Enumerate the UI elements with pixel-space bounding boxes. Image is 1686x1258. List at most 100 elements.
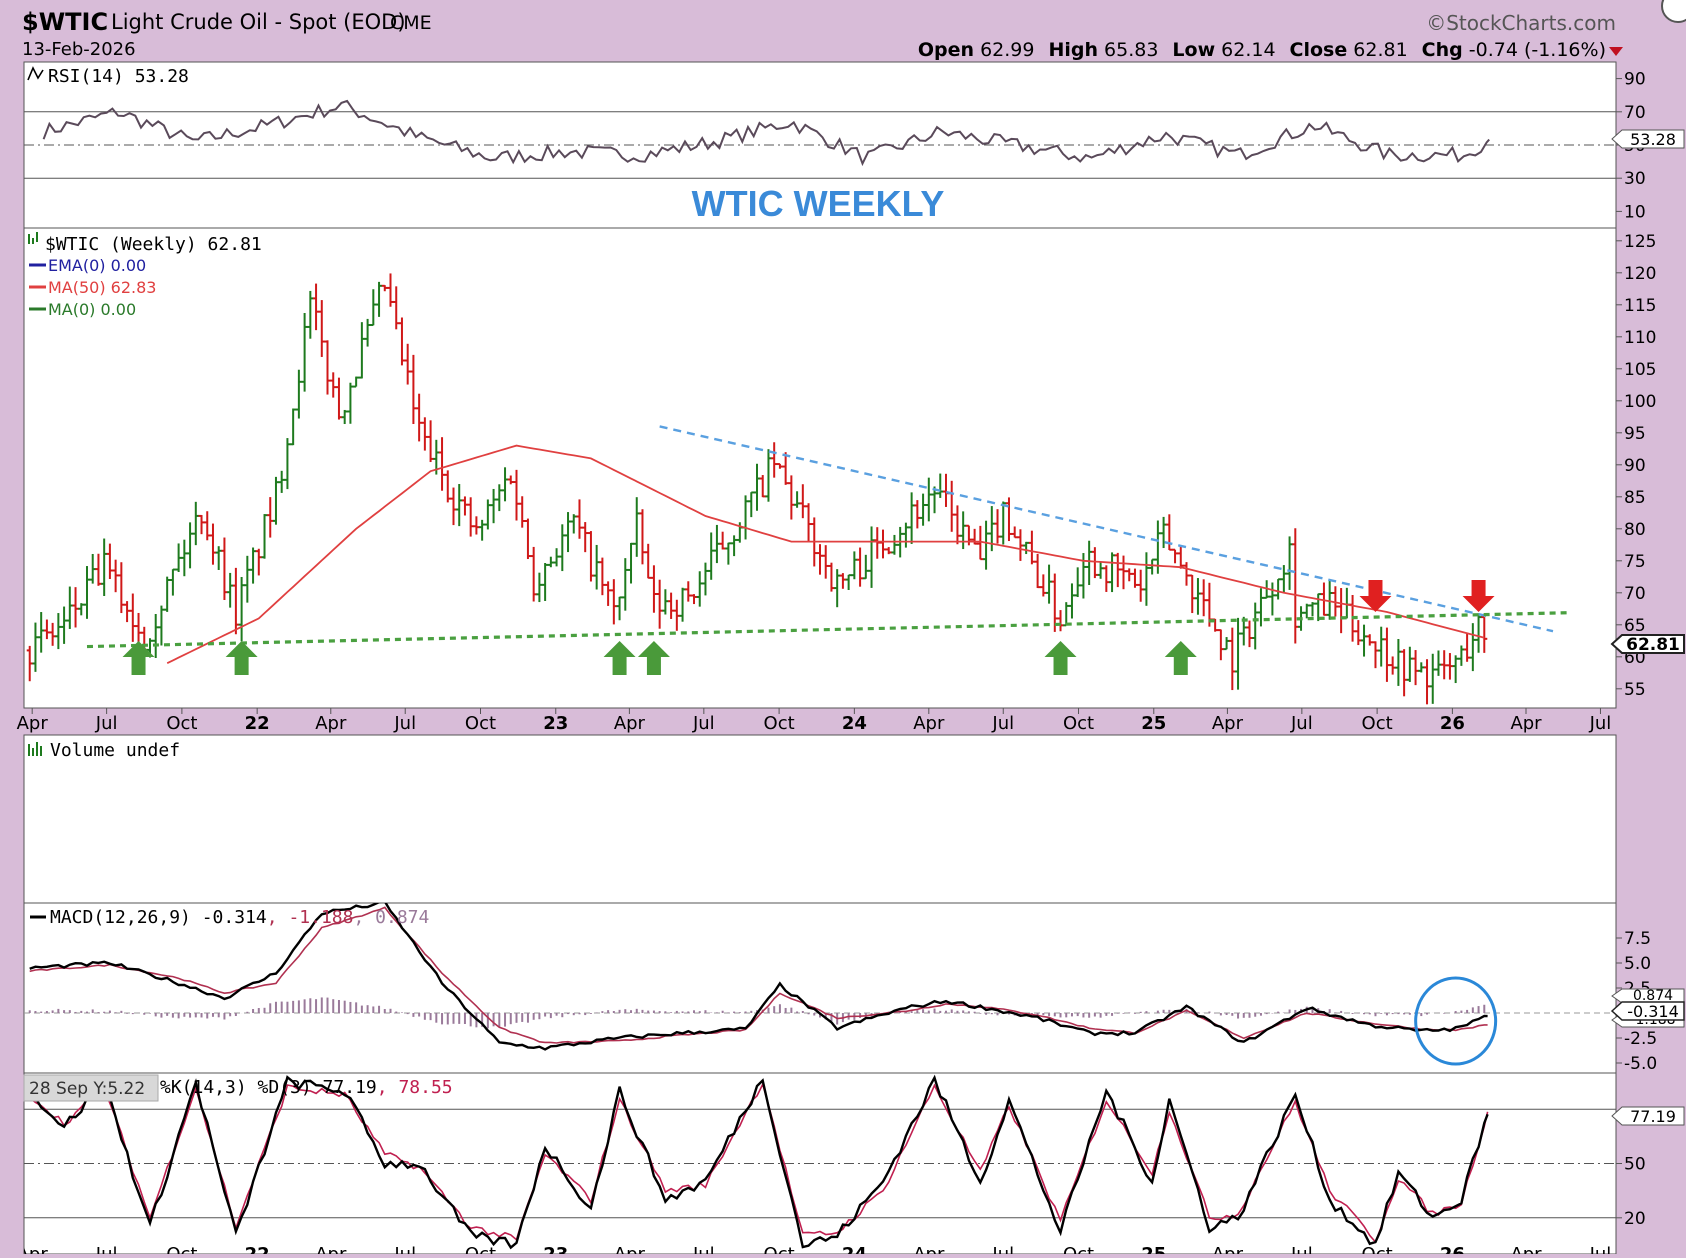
green-up-arrow-icon bbox=[1164, 641, 1197, 675]
stoch-x-tick-label: Jul bbox=[95, 1244, 118, 1254]
stoch-x-tick-label: Apr bbox=[315, 1244, 347, 1254]
ascending-support-line bbox=[86, 611, 1571, 649]
macd-y-tick-label: -2.5 bbox=[1624, 1029, 1657, 1049]
macd-last-value: -0.314 bbox=[1627, 1002, 1679, 1021]
price-y-tick-label: 100 bbox=[1624, 392, 1656, 412]
signal-arrows bbox=[122, 580, 1495, 675]
chg-value: -0.74 (-1.16%) bbox=[1469, 39, 1606, 61]
price-y-tick-label: 80 bbox=[1624, 520, 1646, 540]
stoch-x-tick-label: Jul bbox=[393, 1244, 416, 1254]
price-x-tick-label: Oct bbox=[465, 713, 496, 734]
ohlc-summary: Open 62.99 High 65.83 Low 62.14 Close 62.81 Chg -… bbox=[918, 39, 1606, 61]
price-x-tick-label: 25 bbox=[1141, 713, 1166, 734]
stoch-x-tick-label: 26 bbox=[1440, 1244, 1465, 1254]
chg-label: Chg bbox=[1422, 39, 1463, 61]
ema-legend-label: EMA(0) 0.00 bbox=[48, 256, 146, 275]
macd-line bbox=[29, 903, 1488, 1051]
macd-legend: MACD(12,26,9) -0.314, -1.188, 0.874 bbox=[50, 907, 429, 928]
stoch-legend: %K(14,3) %D(3) 77.19, 78.55 bbox=[160, 1077, 453, 1098]
ma50-legend-label: MA(50) 62.83 bbox=[48, 278, 156, 297]
rsi-last-value-tag: 53.28 bbox=[1611, 129, 1685, 149]
price-x-tick-label: Apr bbox=[1212, 713, 1244, 734]
red-down-arrow-icon bbox=[1359, 580, 1392, 612]
corner-close-icon[interactable] bbox=[1661, 0, 1686, 23]
exchange: CME bbox=[390, 12, 432, 34]
price-y-tick-label: 75 bbox=[1624, 552, 1646, 572]
rsi-last-value: 53.28 bbox=[1630, 130, 1676, 149]
stoch-y-axis: 50 20 bbox=[1616, 1155, 1646, 1229]
stoch-y-tick-label: 20 bbox=[1624, 1209, 1646, 1229]
price-y-tick-label: 65 bbox=[1624, 616, 1646, 636]
stoch-x-tick-label: Jul bbox=[991, 1244, 1014, 1254]
stoch-x-tick-label: Oct bbox=[166, 1244, 197, 1254]
price-x-tick-label: Jul bbox=[991, 713, 1014, 734]
price-y-tick-label: 120 bbox=[1624, 264, 1656, 284]
stoch-x-tick-label: Jul bbox=[1290, 1244, 1313, 1254]
descending-resistance-line bbox=[659, 425, 1554, 633]
rsi-y-tick-label: 30 bbox=[1624, 169, 1646, 189]
rsi-axis: 9070503010 bbox=[1616, 70, 1646, 222]
crosshair-tooltip: 28 Sep Y:5.22 bbox=[23, 1074, 159, 1102]
price-legend: $WTIC (Weekly) 62.81 EMA(0) 0.00 MA(50) … bbox=[28, 232, 262, 319]
price-last-value-tag: 62.81 bbox=[1610, 634, 1685, 655]
open-label: Open bbox=[918, 39, 974, 61]
price-x-tick-label: 24 bbox=[842, 713, 867, 734]
price-y-tick-label: 70 bbox=[1624, 584, 1646, 604]
rsi-y-tick-label: 10 bbox=[1624, 202, 1646, 222]
price-x-tick-label: Apr bbox=[1510, 713, 1542, 734]
stoch-x-tick-label: Apr bbox=[1212, 1244, 1244, 1254]
high-label: High bbox=[1048, 39, 1098, 61]
price-candles bbox=[26, 273, 1488, 705]
green-up-arrow-icon bbox=[637, 641, 670, 675]
macd-y-tick-label: -5.0 bbox=[1624, 1054, 1657, 1074]
rsi-label: RSI(14) 53.28 bbox=[48, 66, 189, 87]
price-x-tick-label: Jul bbox=[393, 713, 416, 734]
stoch-x-tick-label: 24 bbox=[842, 1244, 867, 1254]
open-value: 62.99 bbox=[980, 39, 1034, 61]
stoch-x-tick-label: Jul bbox=[692, 1244, 715, 1254]
price-y-tick-label: 115 bbox=[1624, 296, 1656, 316]
price-y-tick-label: 110 bbox=[1624, 328, 1656, 348]
price-x-tick-label: Apr bbox=[315, 713, 347, 734]
high-value: 65.83 bbox=[1104, 39, 1158, 61]
price-y-tick-label: 85 bbox=[1624, 488, 1646, 508]
price-last-value: 62.81 bbox=[1626, 635, 1680, 655]
macd-signal-label: -1.188 bbox=[288, 907, 353, 928]
ma50-line bbox=[166, 444, 1485, 665]
stoch-x-tick-label: 22 bbox=[245, 1244, 270, 1254]
stoch-x-tick-label: Jul bbox=[1589, 1244, 1612, 1254]
stoch-x-tick-label: Apr bbox=[1510, 1244, 1542, 1254]
price-y-tick-label: 90 bbox=[1624, 456, 1646, 476]
rsi-legend-icon bbox=[27, 66, 44, 81]
stoch-x-tick-label: Apr bbox=[913, 1244, 945, 1254]
rsi-reference-lines bbox=[24, 111, 1616, 179]
price-legend-icon bbox=[28, 232, 38, 244]
stoch-last-value: 77.19 bbox=[1630, 1107, 1676, 1126]
quote-date: 13-Feb-2026 bbox=[22, 39, 136, 60]
macd-panel bbox=[23, 902, 1617, 1074]
instrument-name: Light Crude Oil - Spot (EOD) bbox=[111, 10, 406, 34]
macd-label: MACD(12,26,9) -0.314 bbox=[50, 907, 267, 928]
macd-histogram-label: 0.874 bbox=[375, 907, 429, 928]
price-label: $WTIC (Weekly) 62.81 bbox=[45, 234, 262, 255]
crosshair-label: 28 Sep Y:5.22 bbox=[29, 1079, 145, 1099]
macd-y-axis: 7.55.02.5-2.5-5.0 bbox=[1616, 929, 1657, 1074]
rsi-y-tick-label: 90 bbox=[1624, 70, 1646, 90]
stoch-x-tick-label: Oct bbox=[465, 1244, 496, 1254]
brand-logo: ©StockCharts.com bbox=[1426, 11, 1616, 35]
stoch-last-value-tag: 77.19 bbox=[1611, 1106, 1685, 1126]
price-x-tick-label: Jul bbox=[692, 713, 715, 734]
volume-legend-icon bbox=[28, 742, 42, 756]
green-up-arrow-icon bbox=[122, 641, 155, 675]
green-up-arrow-icon bbox=[225, 641, 258, 675]
close-label: Close bbox=[1290, 39, 1348, 61]
price-y-tick-label: 105 bbox=[1624, 360, 1656, 380]
close-value: 62.81 bbox=[1353, 39, 1407, 61]
price-x-tick-label: Jul bbox=[95, 713, 118, 734]
ma0-legend-label: MA(0) 0.00 bbox=[48, 300, 136, 319]
symbol: $WTIC bbox=[22, 8, 108, 36]
stoch-k-line bbox=[28, 1074, 1489, 1250]
